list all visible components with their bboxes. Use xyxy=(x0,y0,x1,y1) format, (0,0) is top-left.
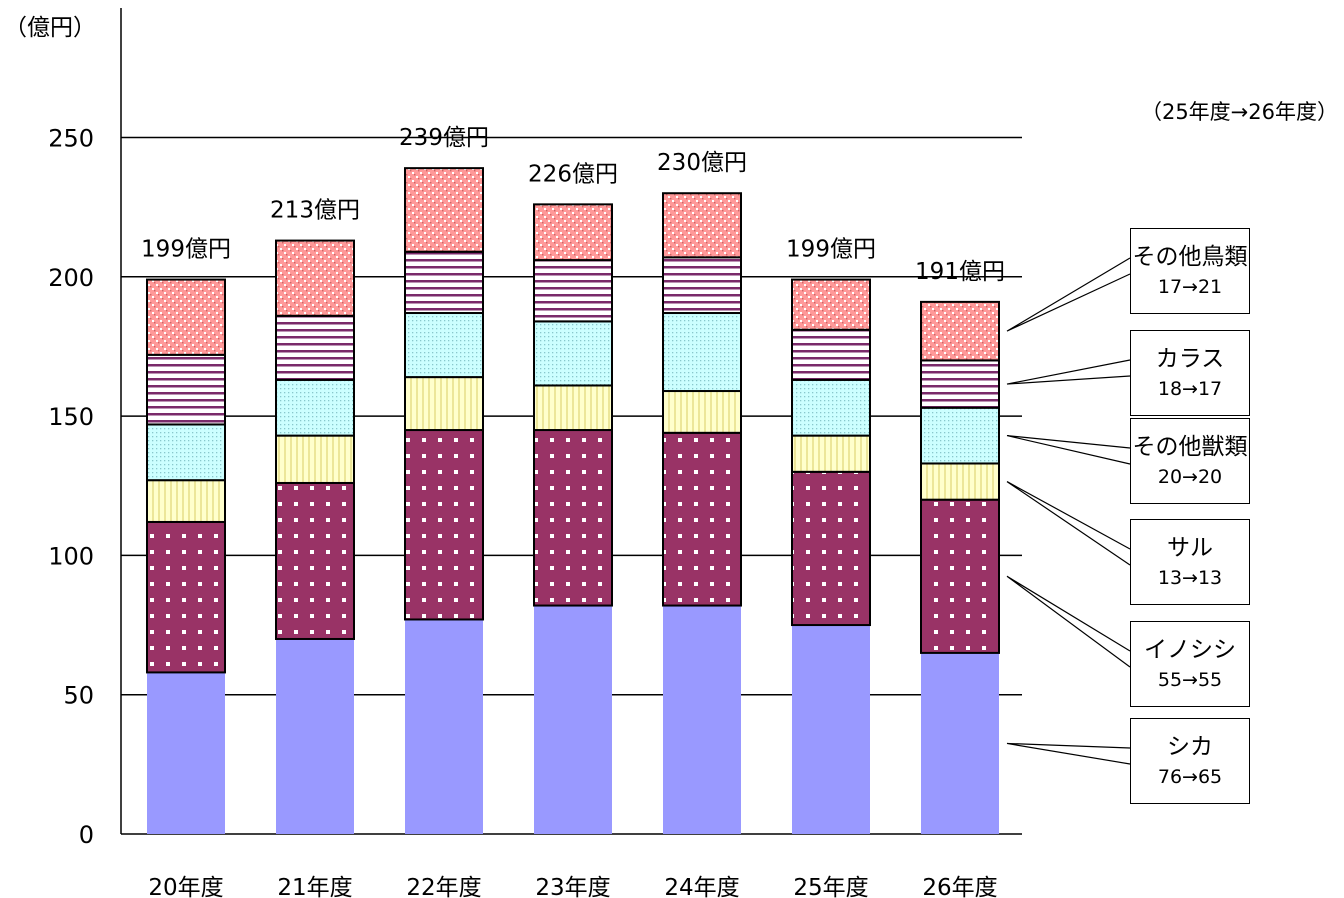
bar-segment xyxy=(534,605,612,834)
callout-leader-line xyxy=(1006,575,1131,668)
x-category-label: 24年度 xyxy=(664,875,739,898)
callout-change-value: 76→65 xyxy=(1157,766,1223,788)
y-axis-unit-label: （億円） xyxy=(4,15,96,41)
bar-segment xyxy=(662,192,742,259)
bar-segment xyxy=(791,278,871,331)
bar-segment xyxy=(275,434,355,484)
bar-segment xyxy=(791,434,871,473)
callout-series-name: カラス xyxy=(1155,346,1225,372)
callout-box: その他鳥類 17→21 xyxy=(1130,228,1250,314)
callout-box: イノシシ 55→55 xyxy=(1130,621,1250,707)
y-tick-label: 100 xyxy=(48,542,94,570)
bar-segment xyxy=(920,359,1000,409)
callout-leader-line xyxy=(1006,435,1131,465)
callout-change-value: 18→17 xyxy=(1157,378,1223,400)
x-category-label: 26年度 xyxy=(922,875,997,898)
x-category-label: 21年度 xyxy=(277,875,352,898)
callout-change-value: 55→55 xyxy=(1157,669,1223,691)
bar-segment xyxy=(146,479,226,523)
bar-segment xyxy=(663,605,741,834)
bar-segment xyxy=(404,376,484,432)
callout-change-value: 20→20 xyxy=(1157,466,1223,488)
callout-leader-line xyxy=(1006,359,1131,385)
bar-segment xyxy=(533,259,613,323)
bar-segment xyxy=(920,462,1000,501)
bar-segment xyxy=(405,619,483,834)
y-tick-label: 50 xyxy=(63,682,94,710)
bar-segment xyxy=(276,638,354,834)
bar-segment xyxy=(791,378,871,437)
bar-segment xyxy=(275,481,355,640)
callout-series-name: その他獣類 xyxy=(1132,434,1248,460)
bar-segment xyxy=(533,429,613,607)
y-tick-label: 150 xyxy=(48,403,94,431)
bar-segment xyxy=(921,652,999,834)
bar-total-label: 199億円 xyxy=(141,237,231,263)
bar-segment xyxy=(404,312,484,379)
bar-segment xyxy=(533,320,613,387)
bar-segment xyxy=(275,378,355,437)
bar-total-label: 226億円 xyxy=(528,161,618,187)
callout-leader-line xyxy=(1006,257,1131,332)
bar-segment xyxy=(533,203,613,262)
callout-box: サル 13→13 xyxy=(1130,519,1250,605)
bar-segment xyxy=(275,239,355,317)
callout-series-name: その他鳥類 xyxy=(1132,244,1248,270)
bar-segment xyxy=(792,625,870,834)
bar-total-label: 230億円 xyxy=(657,150,747,176)
bar-segment xyxy=(533,384,613,432)
y-tick-label: 0 xyxy=(79,821,94,849)
bar-segment xyxy=(662,431,742,607)
bar-segment xyxy=(662,390,742,434)
y-tick-label: 200 xyxy=(48,264,94,292)
bar-segment xyxy=(146,423,226,482)
callout-series-name: シカ xyxy=(1167,734,1213,760)
bar-segment xyxy=(146,520,226,674)
callout-series-name: イノシシ xyxy=(1144,637,1236,663)
bar-total-label: 199億円 xyxy=(786,237,876,263)
bar-segment xyxy=(920,406,1000,465)
x-category-label: 23年度 xyxy=(535,875,610,898)
bar-total-label: 213億円 xyxy=(270,198,360,224)
bar-segment xyxy=(791,470,871,627)
bar-segment xyxy=(920,498,1000,654)
bar-segment xyxy=(662,312,742,393)
bar-total-label: 191億円 xyxy=(915,259,1005,285)
y-tick-label: 250 xyxy=(48,125,94,153)
callout-leader-line xyxy=(1006,481,1131,566)
bar-segment xyxy=(791,328,871,381)
callout-box: カラス 18→17 xyxy=(1130,330,1250,416)
callout-box: その他獣類 20→20 xyxy=(1130,418,1250,504)
x-category-label: 25年度 xyxy=(793,875,868,898)
callout-series-name: サル xyxy=(1167,535,1213,561)
bar-segment xyxy=(146,278,226,356)
bar-segment xyxy=(404,167,484,253)
callout-leader-line xyxy=(1006,742,1131,765)
bar-segment xyxy=(404,250,484,315)
x-category-label: 20年度 xyxy=(148,875,223,898)
bar-segment xyxy=(146,353,226,426)
callout-box: シカ 76→65 xyxy=(1130,718,1250,804)
callout-change-value: 13→13 xyxy=(1157,567,1223,589)
bar-segment xyxy=(920,300,1000,362)
bar-total-label: 239億円 xyxy=(399,125,489,151)
bar-segment xyxy=(275,314,355,381)
bar-segment xyxy=(404,429,484,621)
callout-change-value: 17→21 xyxy=(1157,276,1223,298)
bar-segment xyxy=(662,256,742,315)
bar-segment xyxy=(147,672,225,834)
period-note: （25年度→26年度） xyxy=(1140,100,1338,124)
x-category-label: 22年度 xyxy=(406,875,481,898)
